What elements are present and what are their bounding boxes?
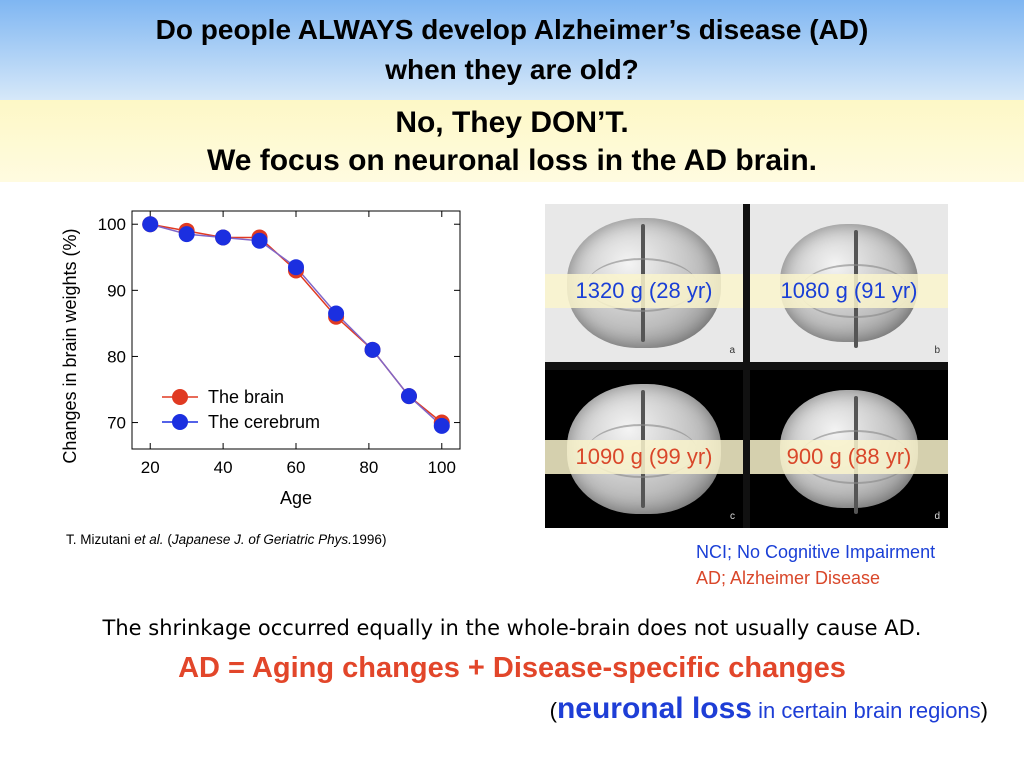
y-axis-label: Changes in brain weights (%)	[60, 228, 80, 463]
cerebrum-data-point	[142, 216, 159, 233]
panel-letter-a: a	[729, 345, 735, 356]
x-tick-label: 80	[359, 458, 378, 477]
cerebrum-data-point	[251, 232, 268, 249]
slide-title: Do people ALWAYS develop Alzheimer’s dis…	[0, 10, 1024, 90]
citation-authors: T. Mizutani	[66, 532, 135, 547]
brain-photo-panel: a b c d	[545, 204, 948, 528]
legend-label-brain: The brain	[208, 387, 284, 407]
citation-open: (	[163, 532, 172, 547]
cerebrum-data-point	[364, 341, 381, 358]
ad-definition: AD; Alzheimer Disease	[696, 568, 881, 588]
answer-band	[0, 100, 1024, 182]
legend-marker-cerebrum	[172, 414, 188, 430]
cerebrum-data-point	[288, 259, 304, 276]
x-tick-label: 60	[287, 458, 306, 477]
x-tick-label: 40	[214, 458, 233, 477]
panel-letter-b: b	[934, 345, 940, 356]
shrinkage-statement: The shrinkage occurred equally in the wh…	[102, 616, 922, 640]
brain-weight-label-c: 1090 g (99 yr)	[545, 440, 743, 474]
y-tick-label: 100	[98, 215, 126, 234]
nci-definition: NCI; No Cognitive Impairment	[696, 542, 936, 562]
series-line-cerebrum	[150, 223, 443, 427]
y-tick-label: 70	[107, 414, 126, 433]
citation: T. Mizutani et al. (Japanese J. of Geria…	[66, 532, 386, 547]
panel-letter-d: d	[934, 511, 940, 522]
answer-line-1: No, They DON’T.	[395, 106, 629, 139]
cerebrum-data-point	[400, 388, 417, 405]
cerebrum-data-point	[328, 305, 345, 322]
brain-weight-label-b: 1080 g (91 yr)	[750, 274, 948, 308]
legend-label-cerebrum: The cerebrum	[208, 412, 320, 432]
cerebrum-data-point	[215, 229, 232, 246]
x-tick-label: 100	[428, 458, 456, 477]
legend-marker-brain	[172, 389, 188, 405]
series-line-brain	[150, 223, 443, 424]
ad-equation: AD = Aging changes + Disease-specific ch…	[178, 652, 846, 684]
y-tick-label: 90	[107, 281, 126, 300]
cerebrum-data-point	[433, 417, 450, 434]
citation-journal: Japanese J. of Geriatric Phys.	[171, 532, 352, 547]
title-band	[0, 0, 1024, 100]
cerebrum-data-point	[178, 226, 195, 243]
neuronal-loss-note: (neuronal loss in certain brain regions)	[550, 692, 988, 726]
citation-year: 1996)	[351, 532, 387, 547]
panel-letter-c: c	[730, 511, 735, 522]
title-line-2: when they are old?	[385, 54, 639, 85]
note-regions: in certain brain regions	[751, 698, 981, 723]
x-axis-label: Age	[280, 488, 312, 508]
note-open-paren: (	[549, 698, 557, 723]
citation-etal: et al.	[134, 532, 164, 547]
brain-weight-label-a: 1320 g (28 yr)	[545, 274, 743, 308]
note-close-paren: )	[980, 698, 988, 723]
title-line-1: Do people ALWAYS develop Alzheimer’s dis…	[155, 14, 869, 45]
answer-text: No, They DON’T. We focus on neuronal los…	[0, 104, 1024, 180]
brain-weight-chart: 20 40 60 80 100 70 80 90 100 Age Changes in brain …	[60, 210, 461, 508]
brain-weight-label-d: 900 g (88 yr)	[750, 440, 948, 474]
x-tick-label: 20	[141, 458, 160, 477]
answer-line-2: We focus on neuronal loss in the AD brai…	[206, 144, 818, 177]
y-tick-label: 80	[107, 347, 126, 366]
note-neuronal-loss: neuronal loss	[556, 692, 752, 725]
